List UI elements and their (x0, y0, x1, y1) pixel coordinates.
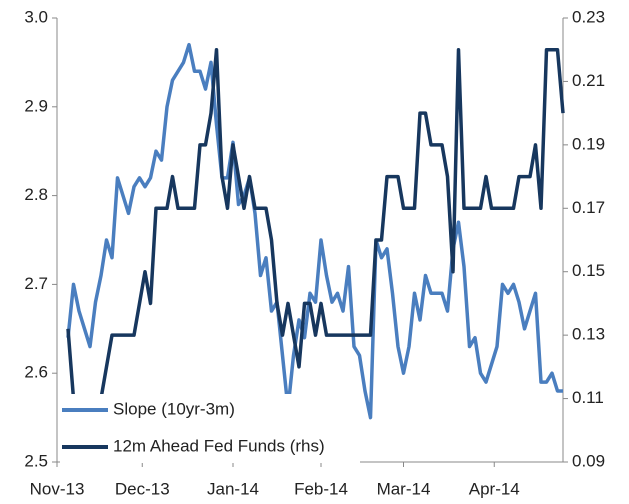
series-line (66, 42, 563, 420)
y-tick-label: 2.8 (24, 185, 48, 204)
y2-tick-label: 0.23 (572, 7, 605, 26)
y-tick-label: 2.9 (24, 96, 48, 115)
x-tick-label: Dec-13 (115, 479, 170, 498)
y2-tick-label: 0.17 (572, 198, 605, 217)
y2-tick-label: 0.09 (572, 451, 605, 470)
legend-bg (60, 394, 360, 426)
y2-tick-label: 0.19 (572, 134, 605, 153)
x-tick-label: Apr-14 (469, 479, 520, 498)
y2-tick-label: 0.13 (572, 325, 605, 344)
y-tick-label: 3.0 (24, 7, 48, 26)
x-tick-label: Mar-14 (377, 479, 431, 498)
legend-bg (60, 431, 360, 463)
y2-tick-label: 0.15 (572, 261, 605, 280)
legend-label: Slope (10yr-3m) (113, 399, 235, 418)
y-tick-label: 2.7 (24, 274, 48, 293)
x-tick-label: Nov-13 (30, 479, 85, 498)
y-tick-label: 2.5 (24, 451, 48, 470)
series-line (66, 47, 565, 401)
y2-tick-label: 0.11 (572, 388, 604, 407)
x-tick-label: Jan-14 (207, 479, 259, 498)
y-tick-label: 2.6 (24, 363, 48, 382)
legend-label: 12m Ahead Fed Funds (rhs) (113, 436, 325, 455)
x-tick-label: Feb-14 (294, 479, 348, 498)
y2-tick-label: 0.21 (572, 71, 605, 90)
